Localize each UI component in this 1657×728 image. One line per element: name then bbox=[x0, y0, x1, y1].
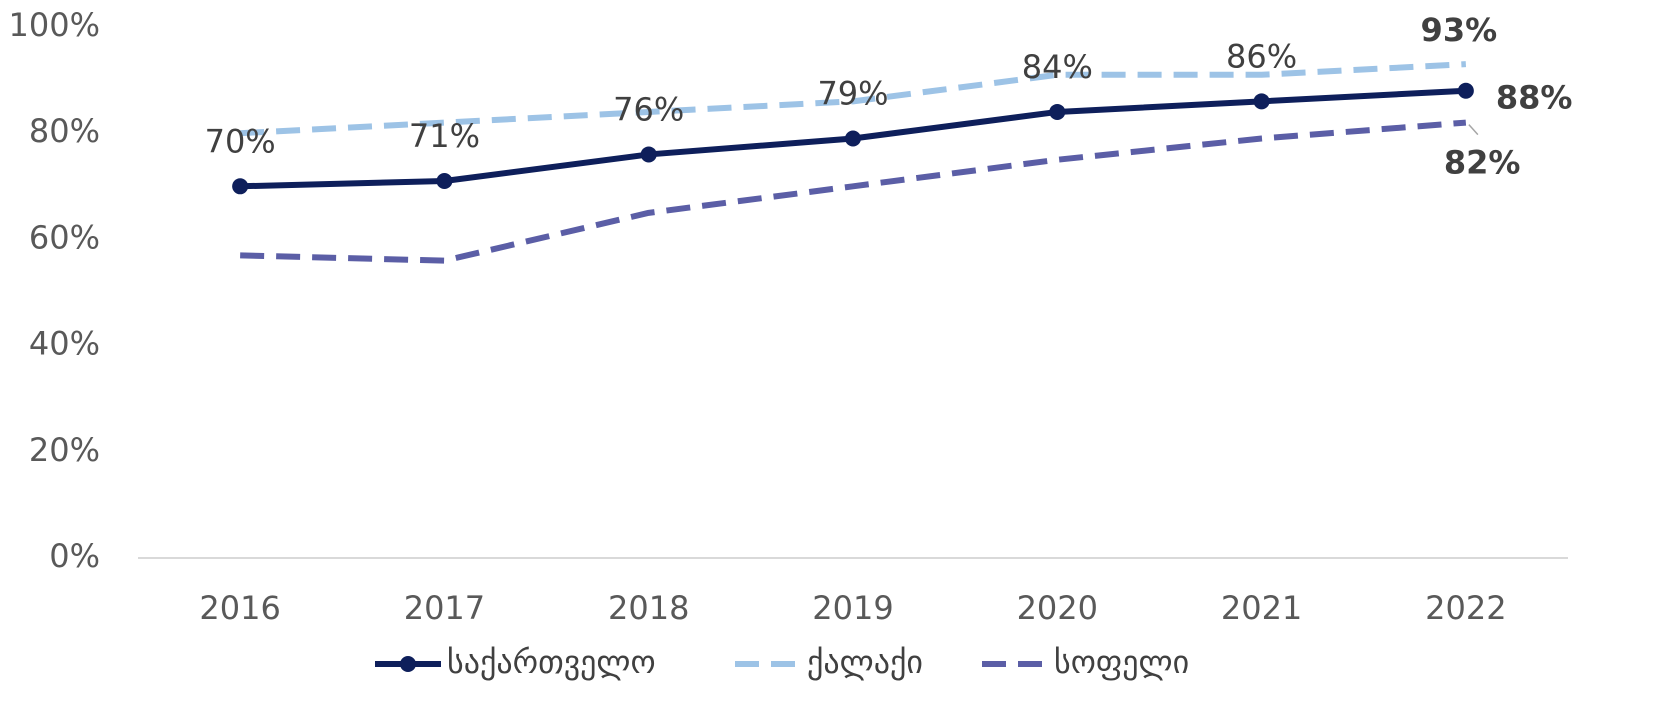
legend-marker bbox=[400, 656, 416, 672]
y-tick-label: 60% bbox=[29, 218, 100, 256]
point-marker bbox=[1049, 103, 1066, 120]
x-tick-label: 2016 bbox=[199, 589, 280, 627]
y-tick-label: 100% bbox=[9, 6, 100, 44]
x-tick-label: 2021 bbox=[1221, 589, 1302, 627]
x-tick-label: 2018 bbox=[608, 589, 689, 627]
data-label: 93% bbox=[1421, 11, 1498, 49]
data-label: 79% bbox=[817, 75, 888, 113]
data-label: 88% bbox=[1496, 79, 1573, 117]
point-marker bbox=[436, 172, 453, 189]
x-tick-label: 2017 bbox=[404, 589, 485, 627]
data-label: 84% bbox=[1022, 48, 1093, 86]
leader-line bbox=[1468, 124, 1479, 136]
series-line bbox=[240, 119, 1467, 264]
x-tick-label: 2020 bbox=[1017, 589, 1098, 627]
data-label: 71% bbox=[409, 117, 480, 155]
legend-label: სოფელი bbox=[1054, 643, 1189, 681]
data-label: 76% bbox=[613, 90, 684, 128]
point-marker bbox=[232, 178, 249, 195]
data-label: 86% bbox=[1226, 37, 1297, 75]
data-label: 70% bbox=[205, 122, 276, 160]
series-line bbox=[239, 61, 1467, 137]
x-tick-label: 2022 bbox=[1425, 589, 1506, 627]
y-tick-label: 0% bbox=[49, 537, 100, 575]
point-marker bbox=[640, 146, 657, 163]
y-tick-label: 40% bbox=[29, 325, 100, 363]
point-marker bbox=[1253, 93, 1270, 110]
point-marker bbox=[1457, 82, 1474, 99]
x-tick-label: 2019 bbox=[812, 589, 893, 627]
point-marker bbox=[845, 130, 861, 147]
legend-label: ქალაქი bbox=[807, 643, 923, 681]
y-tick-label: 20% bbox=[29, 431, 100, 469]
data-label: 82% bbox=[1444, 144, 1521, 182]
legend-label: საქართველო bbox=[447, 643, 656, 681]
y-tick-label: 80% bbox=[29, 112, 100, 150]
